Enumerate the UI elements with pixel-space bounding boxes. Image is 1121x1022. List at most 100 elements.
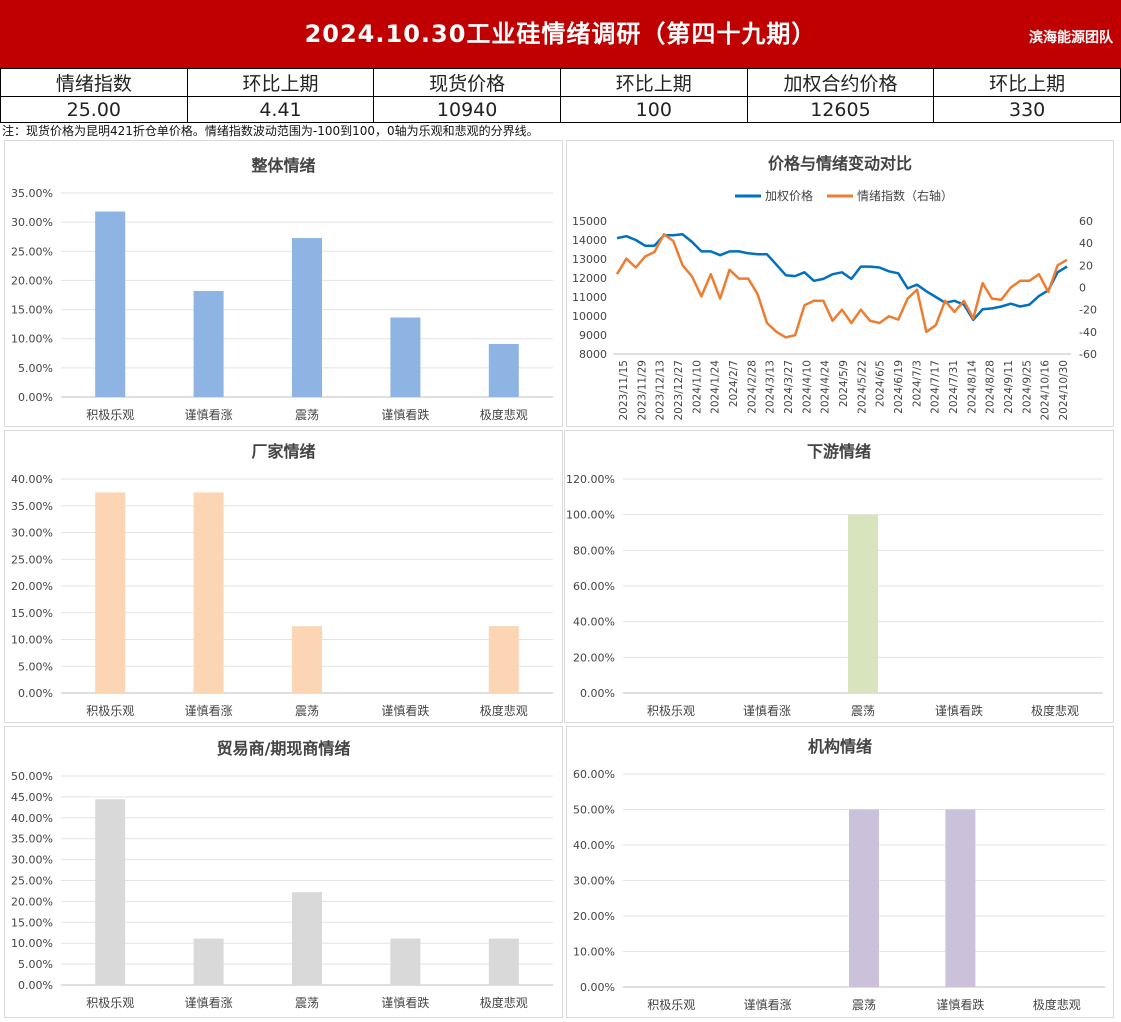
bar	[488, 626, 519, 693]
y-tick-label: 0.00%	[580, 687, 615, 700]
y-tick-label: 10.00%	[11, 937, 53, 950]
y-tick-label: 20.00%	[11, 274, 53, 287]
footnote: 注：现货价格为昆明421折仓单价格。情绪指数波动范围为-100到100，0轴为乐…	[2, 124, 539, 138]
downstream-sentiment-panel: 下游情绪 0.00% 20.00% 40.00% 60.00% 80.00% 100.00%…	[564, 430, 1114, 723]
y-left-tick-label: 11000	[572, 291, 607, 304]
x-category-label: 震荡	[295, 996, 319, 1010]
x-tick-label: 2024/10/30	[1058, 360, 1070, 421]
y-right-tick-label: 40	[1079, 237, 1093, 250]
y-tick-label: 10.00%	[11, 333, 53, 346]
institution-sentiment-chart: 机构情绪 0.00% 10.00% 20.00% 30.00% 40.00% 50.00% 6…	[573, 737, 1105, 1012]
y-left-tick-label: 13000	[572, 253, 607, 266]
x-category-label: 积极乐观	[647, 704, 695, 718]
x-category-label: 极度悲观	[480, 995, 528, 1010]
y-tick-label: 25.00%	[11, 875, 53, 888]
bar	[95, 211, 126, 397]
y-tick-label: 60.00%	[573, 768, 615, 781]
y-tick-label: 50.00%	[573, 804, 615, 817]
x-tick-label: 2024/3/27	[783, 360, 795, 414]
summary-header-row: 情绪指数 环比上期 现货价格 环比上期 加权合约价格 环比上期	[0, 68, 1121, 97]
y-tick-label: 25.00%	[11, 553, 53, 566]
summary-header-cell: 环比上期	[933, 68, 1121, 97]
y-tick-label: 30.00%	[11, 216, 53, 229]
trader-sentiment-panel: 贸易商/期现商情绪 0.00% 5.00% 10.00% 15.00% 20.00% 25.…	[4, 726, 563, 1018]
summary-value-cell: 10940	[373, 96, 561, 123]
x-category-label: 积极乐观	[86, 996, 134, 1010]
y-tick-label: 30.00%	[11, 527, 53, 540]
x-tick-label: 2024/2/7	[728, 360, 740, 407]
y-tick-label: 25.00%	[11, 245, 53, 258]
y-tick-label: 20.00%	[11, 580, 53, 593]
y-right-tick-label: 60	[1079, 215, 1093, 228]
bar	[488, 344, 519, 397]
header-banner: 2024.10.30工业硅情绪调研（第四十九期） 滨海能源团队	[0, 0, 1121, 68]
x-tick-label: 2024/4/24	[820, 360, 832, 414]
y-tick-label: 30.00%	[573, 875, 615, 888]
x-tick-label: 2024/2/28	[746, 360, 758, 414]
y-right-tick-label: 0	[1079, 282, 1086, 295]
x-tick-label: 2024/5/9	[838, 360, 850, 407]
x-category-label: 谨慎看跌	[936, 997, 984, 1012]
summary-header-cell: 情绪指数	[0, 68, 188, 97]
x-tick-label: 2024/6/19	[893, 360, 905, 414]
x-tick-label: 2024/5/22	[856, 360, 868, 414]
overall-sentiment-panel: 整体情绪 0.00% 5.00% 10.00% 15.00% 20.00% 25.00% 30…	[4, 140, 563, 427]
x-tick-label: 2024/9/25	[1021, 360, 1033, 414]
y-tick-label: 15.00%	[11, 304, 53, 317]
summary-value-cell: 25.00	[0, 96, 188, 123]
x-category-label: 震荡	[852, 998, 876, 1012]
team-name: 滨海能源团队	[1029, 30, 1113, 46]
bar	[292, 892, 322, 985]
y-tick-label: 40.00%	[11, 473, 53, 486]
price-sentiment-panel: 价格与情绪变动对比 加权价格 情绪指数（右轴） 8000 9000 10000 11000 1…	[566, 140, 1114, 427]
legend-label: 加权价格	[765, 188, 813, 203]
x-tick-label: 2023/11/29	[636, 360, 648, 421]
x-tick-label: 2024/8/14	[966, 360, 978, 414]
bar	[848, 514, 878, 693]
chart-title: 机构情绪	[808, 737, 872, 756]
x-category-label: 谨慎看涨	[185, 995, 233, 1010]
summary-header-cell: 加权合约价格	[746, 68, 935, 97]
x-category-label: 谨慎看跌	[381, 995, 429, 1010]
bar	[95, 492, 126, 693]
x-category-label: 震荡	[295, 408, 319, 422]
producer-sentiment-chart: 厂家情绪 0.00% 5.00% 10.00% 15.00% 20.00% 25.00% 30…	[11, 442, 553, 718]
x-category-label: 积极乐观	[86, 704, 134, 718]
chart-title: 价格与情绪变动对比	[768, 154, 912, 173]
y-tick-label: 15.00%	[11, 916, 53, 929]
summary-header-cell: 现货价格	[373, 68, 561, 97]
y-tick-label: 45.00%	[11, 791, 53, 804]
x-tick-label: 2023/12/27	[673, 360, 685, 421]
y-right-tick-label: -40	[1079, 326, 1097, 339]
y-tick-label: 20.00%	[11, 895, 53, 908]
x-tick-label: 2024/7/31	[948, 360, 960, 414]
y-tick-label: 35.00%	[11, 187, 53, 200]
y-tick-label: 20.00%	[573, 910, 615, 923]
y-tick-label: 80.00%	[573, 544, 615, 557]
series-line	[615, 233, 1068, 339]
bar	[193, 291, 224, 397]
institution-sentiment-panel: 机构情绪 0.00% 10.00% 20.00% 30.00% 40.00% 50.00% 6…	[566, 726, 1114, 1018]
chart-title: 贸易商/期现商情绪	[217, 739, 351, 758]
y-tick-label: 5.00%	[18, 362, 53, 375]
bar	[849, 809, 879, 987]
y-left-tick-label: 15000	[572, 215, 607, 228]
summary-value-cell: 330	[933, 96, 1121, 123]
x-category-label: 极度悲观	[1031, 703, 1079, 718]
chart-title: 整体情绪	[250, 156, 315, 175]
x-category-label: 谨慎看涨	[185, 703, 233, 718]
y-right-tick-label: 20	[1079, 259, 1093, 272]
bar	[945, 809, 976, 987]
downstream-sentiment-chart: 下游情绪 0.00% 20.00% 40.00% 60.00% 80.00% 100.00%…	[566, 442, 1103, 718]
x-category-label: 积极乐观	[86, 408, 134, 422]
bar	[292, 626, 322, 693]
x-category-label: 谨慎看涨	[185, 407, 233, 422]
x-tick-label: 2024/1/10	[691, 360, 703, 414]
x-tick-label: 2024/6/5	[875, 360, 887, 407]
x-tick-label: 2023/11/15	[618, 360, 630, 421]
series-line	[616, 233, 1068, 322]
y-tick-label: 40.00%	[573, 839, 615, 852]
y-tick-label: 40.00%	[11, 812, 53, 825]
summary-value-cell: 12605	[746, 96, 935, 123]
